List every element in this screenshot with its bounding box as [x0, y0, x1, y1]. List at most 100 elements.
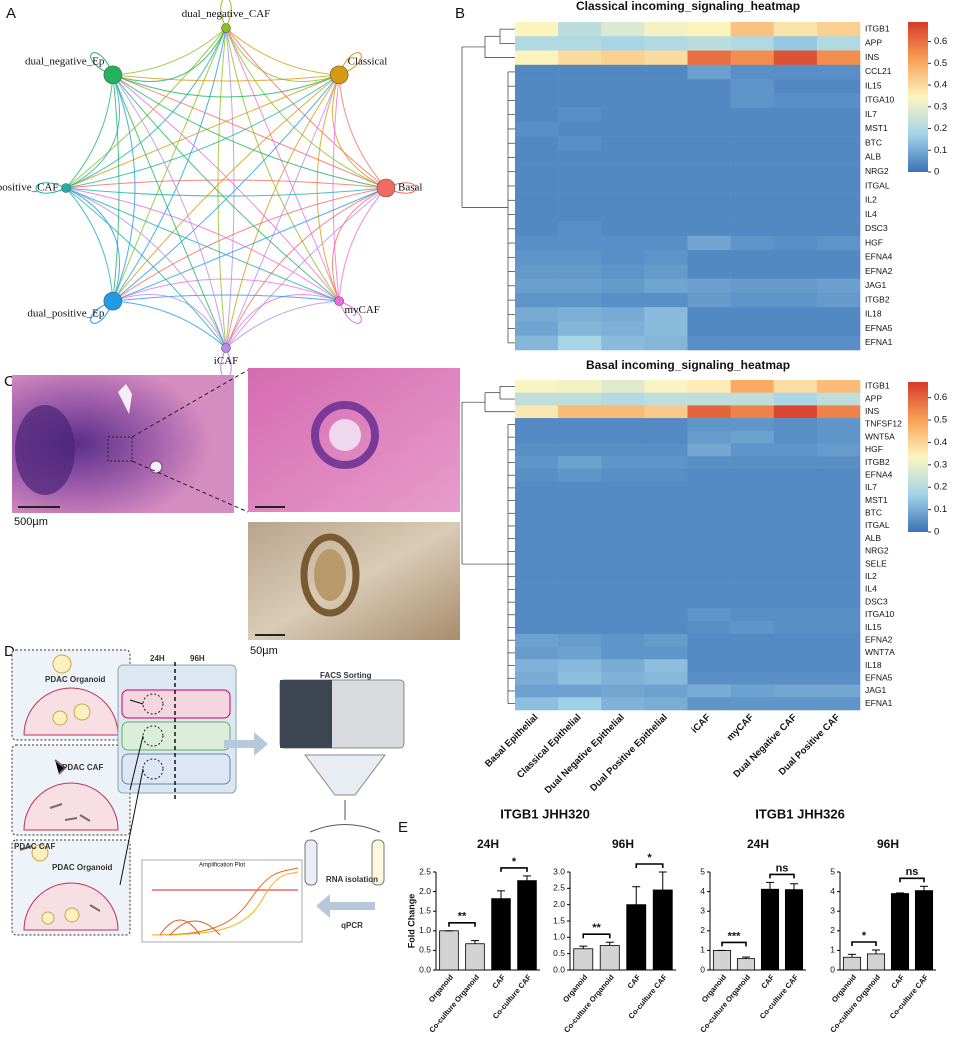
row-label: MST1 — [865, 495, 888, 505]
heatmap-cell — [773, 36, 818, 51]
heatmap-cell — [515, 93, 559, 108]
heatmap-cell — [558, 164, 602, 180]
heatmap-cell — [730, 150, 775, 165]
edge — [338, 187, 387, 302]
tube — [371, 839, 385, 886]
time-label: 96H — [190, 654, 205, 663]
heatmap-cell — [816, 506, 861, 520]
heatmap-cell — [644, 494, 688, 508]
heatmap-cell — [644, 595, 688, 609]
heatmap-cell — [601, 164, 645, 180]
colorbar-label: 0.2 — [934, 123, 947, 134]
heatmap-cell — [816, 22, 861, 37]
heatmap-cell — [644, 278, 688, 294]
y-tick-label: 3.0 — [553, 866, 565, 876]
edge — [65, 187, 387, 197]
heatmap-cell — [601, 250, 645, 265]
heatmap-cell — [515, 207, 559, 222]
heatmap-cell — [515, 684, 559, 698]
heatmap-cell — [644, 506, 688, 520]
heatmap-cell — [687, 36, 731, 51]
self-loop — [220, 0, 232, 29]
heatmap-cell — [816, 456, 861, 470]
row-label: IL2 — [865, 195, 877, 205]
plate-row — [121, 721, 231, 751]
heatmap-cell — [816, 392, 861, 406]
heatmap-cell — [644, 136, 688, 151]
colorbar-label: 0.1 — [934, 145, 947, 156]
row-label: ITGB1 — [865, 381, 890, 391]
x-tick-label: Co-culture Organoid — [427, 972, 481, 1034]
edge — [65, 74, 340, 189]
row-label: HGF — [865, 444, 883, 454]
heatmap-cell — [644, 22, 688, 37]
edge — [112, 74, 340, 302]
heatmap-cell — [644, 418, 688, 432]
heatmap-cell — [773, 646, 818, 660]
y-tick-label: 2.5 — [553, 883, 565, 893]
plate-row — [121, 689, 231, 719]
node-label: dual_negative_CAF — [182, 8, 271, 20]
row-label: MST1 — [865, 123, 888, 133]
heatmap-cell — [558, 22, 602, 37]
row-label: INS — [865, 406, 880, 416]
heatmap-cell — [687, 494, 731, 508]
row-label: IL15 — [865, 622, 882, 632]
heatmap-cell — [515, 107, 559, 123]
heatmap-cell — [515, 570, 559, 584]
heatmap-cell — [601, 380, 645, 393]
colorbar-label: 0 — [934, 527, 939, 538]
heatmap-cell — [773, 506, 818, 520]
heatmap-cell — [687, 671, 731, 685]
heatmap-cell — [816, 136, 861, 151]
heatmap-cell — [515, 22, 559, 37]
heatmap-cell — [816, 545, 861, 558]
edge — [332, 74, 387, 189]
heatmap-cell — [644, 468, 688, 482]
connector — [119, 768, 144, 886]
edge — [112, 74, 340, 302]
heatmap-cell — [644, 570, 688, 584]
heatmap-cell — [558, 178, 602, 194]
heatmap-cell — [730, 646, 775, 660]
organoid — [52, 654, 72, 674]
funnel — [304, 754, 386, 796]
heatmap-cell — [687, 335, 731, 351]
heatmap-cell — [816, 193, 861, 208]
significance-bracket — [635, 863, 664, 868]
heatmap-cell — [601, 659, 645, 673]
heatmap-cell — [730, 235, 775, 251]
node-label: dual_negative_Ep — [25, 56, 105, 68]
heatmap-cell — [730, 264, 775, 279]
heatmap-cell — [558, 50, 602, 66]
heatmap-cell — [816, 532, 861, 546]
heatmap-cell — [644, 659, 688, 673]
edge — [65, 187, 120, 302]
heatmap-cell — [773, 235, 818, 251]
heatmap-cell — [558, 264, 602, 279]
well — [142, 758, 164, 780]
edge — [225, 27, 340, 82]
heatmap-cell — [601, 481, 645, 495]
colorbar — [908, 22, 928, 172]
heatmap-cell — [644, 684, 688, 698]
heatmap-cell — [687, 307, 731, 322]
organoid — [73, 703, 91, 721]
edge — [332, 74, 340, 302]
heatmap-cell — [687, 392, 731, 406]
column-label: myCAF — [725, 712, 756, 743]
heatmap-cell — [773, 684, 818, 698]
heatmap-cell — [730, 335, 775, 351]
heatmap-cell — [816, 178, 861, 194]
heatmap-cell — [730, 456, 775, 470]
heatmap-cell — [816, 519, 861, 533]
edge — [65, 74, 120, 189]
arrow — [316, 894, 375, 918]
heatmap-cell — [816, 430, 861, 444]
heatmap-cell — [601, 136, 645, 151]
box-label: PDAC Organoid — [45, 675, 106, 684]
organoid — [31, 844, 49, 862]
heatmap-cell — [773, 430, 818, 444]
amp-curve — [151, 871, 299, 936]
heatmap-cell — [644, 481, 688, 495]
